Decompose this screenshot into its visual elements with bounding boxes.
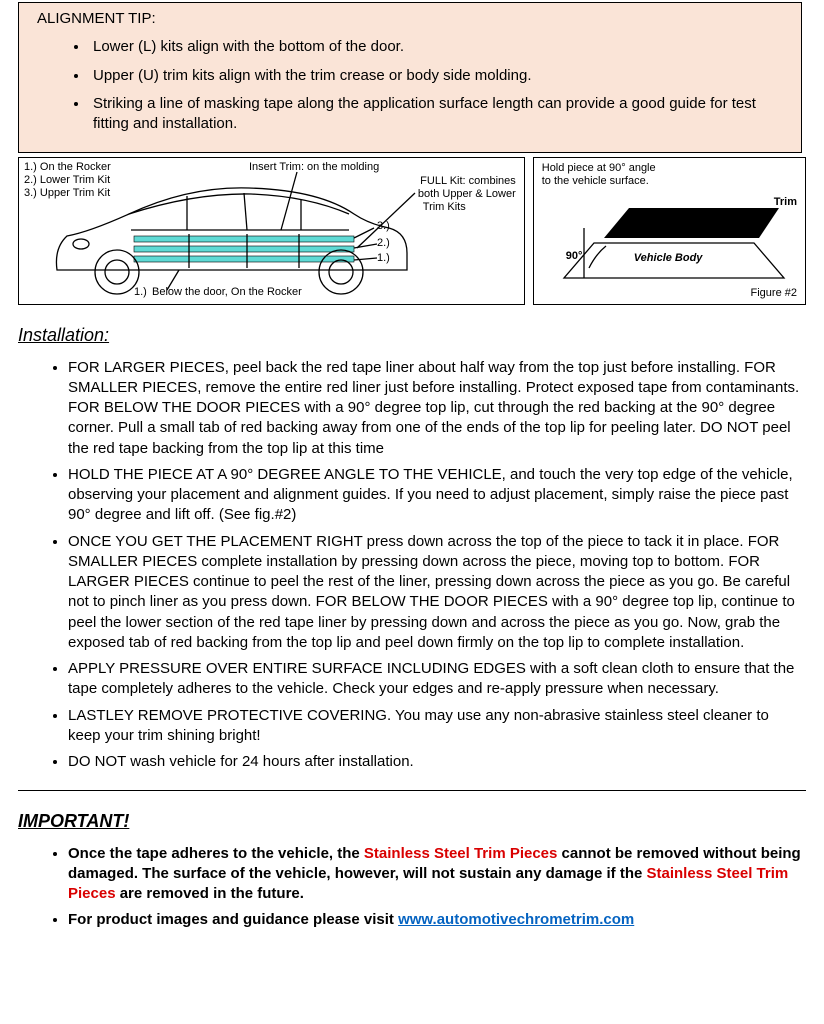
- install-item: ONCE YOU GET THE PLACEMENT RIGHT press d…: [68, 532, 802, 654]
- red-text: Stainless Steel Trim Pieces: [364, 845, 557, 862]
- tip-item: Upper (U) trim kits align with the trim …: [89, 66, 783, 86]
- install-item: LASTLEY REMOVE PROTECTIVE COVERING. You …: [68, 706, 802, 747]
- angle-diagram: Hold piece at 90° angle to the vehicle s…: [533, 157, 806, 305]
- installation-title: Installation:: [18, 323, 824, 347]
- car-diagram: 1.) On the Rocker 2.) Lower Trim Kit 3.)…: [18, 157, 525, 305]
- car-svg: [19, 158, 529, 306]
- alignment-tip-box: ALIGNMENT TIP: Lower (L) kits align with…: [18, 2, 802, 153]
- tip-item: Striking a line of masking tape along th…: [89, 94, 783, 135]
- tip-list: Lower (L) kits align with the bottom of …: [37, 37, 783, 134]
- angle-label: 90°: [566, 250, 583, 264]
- install-item: DO NOT wash vehicle for 24 hours after i…: [68, 752, 802, 772]
- important-list: Once the tape adheres to the vehicle, th…: [22, 844, 802, 931]
- pointer-3: 3.): [377, 220, 390, 234]
- text: Once the tape adheres to the vehicle, th…: [68, 845, 364, 862]
- diagrams-row: 1.) On the Rocker 2.) Lower Trim Kit 3.)…: [18, 157, 806, 305]
- pointer-1b: 1.): [134, 286, 147, 300]
- installation-list: FOR LARGER PIECES, peel back the red tap…: [22, 358, 802, 773]
- tip-title: ALIGNMENT TIP:: [37, 9, 783, 29]
- important-item: For product images and guidance please v…: [68, 910, 802, 930]
- important-item: Once the tape adheres to the vehicle, th…: [68, 844, 802, 905]
- important-title: IMPORTANT!: [18, 809, 824, 833]
- body-label: Vehicle Body: [634, 252, 703, 266]
- below-door-label: Below the door, On the Rocker: [152, 286, 302, 300]
- install-item: APPLY PRESSURE OVER ENTIRE SURFACE INCLU…: [68, 659, 802, 700]
- trim-label: Trim: [774, 196, 797, 210]
- figure-label: Figure #2: [751, 287, 797, 301]
- install-item: HOLD THE PIECE AT A 90° DEGREE ANGLE TO …: [68, 465, 802, 526]
- pointer-1: 1.): [377, 252, 390, 266]
- tip-item: Lower (L) kits align with the bottom of …: [89, 37, 783, 57]
- pointer-2: 2.): [377, 237, 390, 251]
- product-link[interactable]: www.automotivechrometrim.com: [398, 911, 634, 928]
- install-item: FOR LARGER PIECES, peel back the red tap…: [68, 358, 802, 459]
- text: are removed in the future.: [116, 885, 304, 902]
- separator: [18, 790, 806, 791]
- text: For product images and guidance please v…: [68, 911, 398, 928]
- angle-svg: [534, 158, 809, 306]
